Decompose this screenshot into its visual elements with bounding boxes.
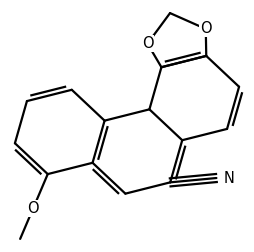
- Text: O: O: [142, 36, 153, 51]
- Text: N: N: [224, 171, 234, 185]
- Text: O: O: [27, 201, 39, 216]
- Text: O: O: [200, 21, 212, 37]
